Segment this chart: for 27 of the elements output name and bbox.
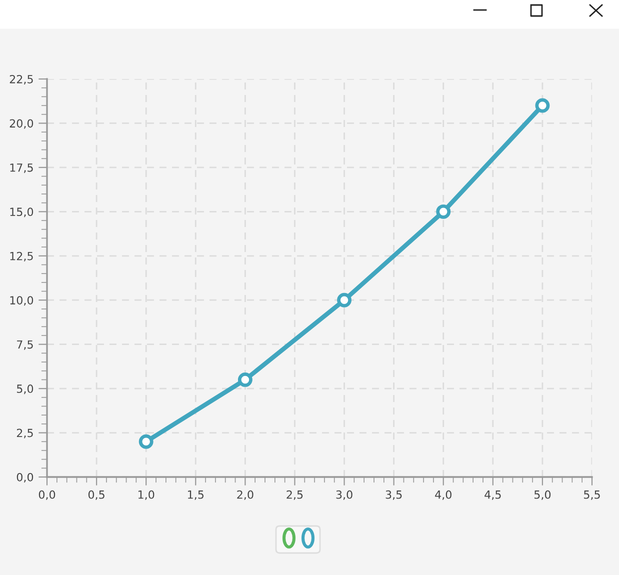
y-tick-label: 5,0 — [16, 384, 34, 394]
y-tick-label: 17,5 — [10, 164, 33, 173]
x-tick-label: 3,0 — [336, 490, 352, 500]
x-tick-label: 0,0 — [38, 490, 56, 500]
point — [535, 98, 550, 113]
y-tick-label: 7,5 — [17, 340, 33, 350]
x-tick-label: 2,5 — [286, 490, 303, 500]
point — [238, 372, 252, 387]
x-tick-label: 3,5 — [386, 490, 402, 500]
y-tick-label: 15,0 — [10, 208, 34, 218]
y-tick-label: 22,5 — [10, 74, 33, 85]
y-tick-label: 2,5 — [16, 428, 33, 438]
point — [337, 292, 352, 308]
y-tick-label: 0,0 — [16, 472, 34, 483]
x-tick-label: 0,5 — [88, 490, 104, 500]
y-tick-label: 20,0 — [10, 119, 34, 129]
x-tick-label: 1,0 — [138, 490, 154, 500]
x-tick-label: 4,0 — [435, 490, 452, 500]
y-tick-label: 10,0 — [10, 296, 34, 306]
x-tick-label: 1,5 — [188, 490, 204, 500]
x-tick-label: 5,0 — [534, 490, 551, 500]
point — [436, 204, 451, 219]
x-tick-label: 4,5 — [484, 490, 501, 500]
x-tick-label: 5,5 — [584, 490, 600, 500]
point — [138, 434, 154, 449]
y-tick-label: 12,5 — [10, 252, 33, 262]
x-tick-label: 2,0 — [237, 490, 254, 500]
